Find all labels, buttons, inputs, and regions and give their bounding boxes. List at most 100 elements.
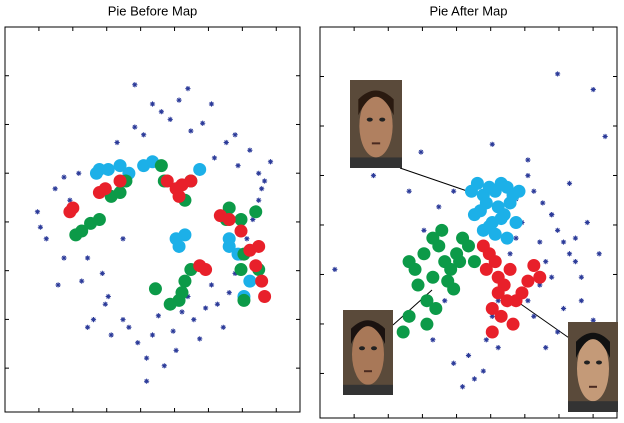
dot-point	[93, 213, 106, 226]
dot-point	[249, 259, 262, 272]
star-point	[162, 363, 167, 368]
star-point	[150, 332, 155, 337]
star-point	[35, 209, 40, 214]
star-point	[56, 282, 61, 287]
dot-point	[512, 185, 525, 198]
star-point	[126, 325, 131, 330]
dot-point	[114, 175, 127, 188]
star-point	[115, 140, 120, 145]
star-point	[259, 186, 264, 191]
star-point	[525, 157, 530, 162]
star-point	[567, 181, 572, 186]
dot-point	[214, 209, 227, 222]
dot-point	[480, 196, 493, 209]
star-point	[531, 314, 536, 319]
star-point	[561, 306, 566, 311]
dot-point	[435, 224, 448, 237]
eye	[367, 118, 373, 122]
star-point	[53, 186, 58, 191]
shirt	[350, 157, 402, 168]
star-point	[209, 282, 214, 287]
chart-title: Pie Before Map	[108, 3, 198, 18]
star-point	[159, 109, 164, 114]
dot-point	[504, 196, 517, 209]
star-point	[555, 228, 560, 233]
dot-point	[495, 212, 508, 225]
star-point	[212, 155, 217, 160]
star-point	[141, 132, 146, 137]
star-point	[244, 236, 249, 241]
star-point	[525, 298, 530, 303]
dot-point	[237, 294, 250, 307]
dot-point	[447, 282, 460, 295]
plot-frame	[5, 27, 300, 412]
dot-point	[66, 201, 79, 214]
dot-point	[426, 271, 439, 284]
dot-point	[507, 318, 520, 331]
dot-point	[178, 275, 191, 288]
star-point	[543, 345, 548, 350]
dot-point	[480, 263, 493, 276]
star-point	[85, 255, 90, 260]
star-point	[144, 379, 149, 384]
star-point	[132, 125, 137, 130]
star-point	[185, 86, 190, 91]
star-point	[168, 117, 173, 122]
star-point	[209, 101, 214, 106]
dot-point	[504, 263, 517, 276]
star-point	[496, 345, 501, 350]
eye	[379, 118, 385, 122]
dot-point	[527, 259, 540, 272]
star-point	[85, 325, 90, 330]
star-point	[484, 337, 489, 342]
eye	[359, 346, 365, 350]
dot-point	[102, 163, 115, 176]
star-point	[490, 142, 495, 147]
star-point	[135, 340, 140, 345]
star-point	[224, 140, 229, 145]
dot-point	[193, 163, 206, 176]
star-point	[537, 239, 542, 244]
star-point	[215, 302, 220, 307]
dot-point	[462, 239, 475, 252]
dot-point	[412, 279, 425, 292]
star-point	[256, 171, 261, 176]
star-point	[176, 98, 181, 103]
star-point	[188, 128, 193, 133]
dot-point	[403, 310, 416, 323]
star-point	[156, 313, 161, 318]
star-point	[247, 148, 252, 153]
star-point	[76, 171, 81, 176]
star-point	[144, 356, 149, 361]
star-point	[591, 87, 596, 92]
star-point	[555, 329, 560, 334]
shirt	[343, 385, 393, 395]
dot-point	[161, 175, 174, 188]
dot-point	[176, 286, 189, 299]
star-point	[460, 384, 465, 389]
face-photo	[343, 310, 393, 395]
star-point	[132, 82, 137, 87]
dot-point	[521, 275, 534, 288]
chart-title: Pie After Map	[429, 3, 507, 18]
dot-point	[492, 286, 505, 299]
star-point	[174, 348, 179, 353]
face-photo	[568, 322, 618, 412]
dot-point	[486, 325, 499, 338]
star-point	[200, 121, 205, 126]
dot-point	[420, 318, 433, 331]
star-point	[531, 189, 536, 194]
dot-point	[184, 175, 197, 188]
star-point	[421, 228, 426, 233]
star-point	[543, 259, 548, 264]
dot-point	[453, 255, 466, 268]
dot-point	[429, 302, 442, 315]
star-point	[603, 134, 608, 139]
dot-point	[235, 263, 248, 276]
star-point	[525, 173, 530, 178]
star-point	[555, 71, 560, 76]
star-point	[466, 353, 471, 358]
star-point	[540, 200, 545, 205]
dot-point	[409, 263, 422, 276]
star-point	[109, 332, 114, 337]
